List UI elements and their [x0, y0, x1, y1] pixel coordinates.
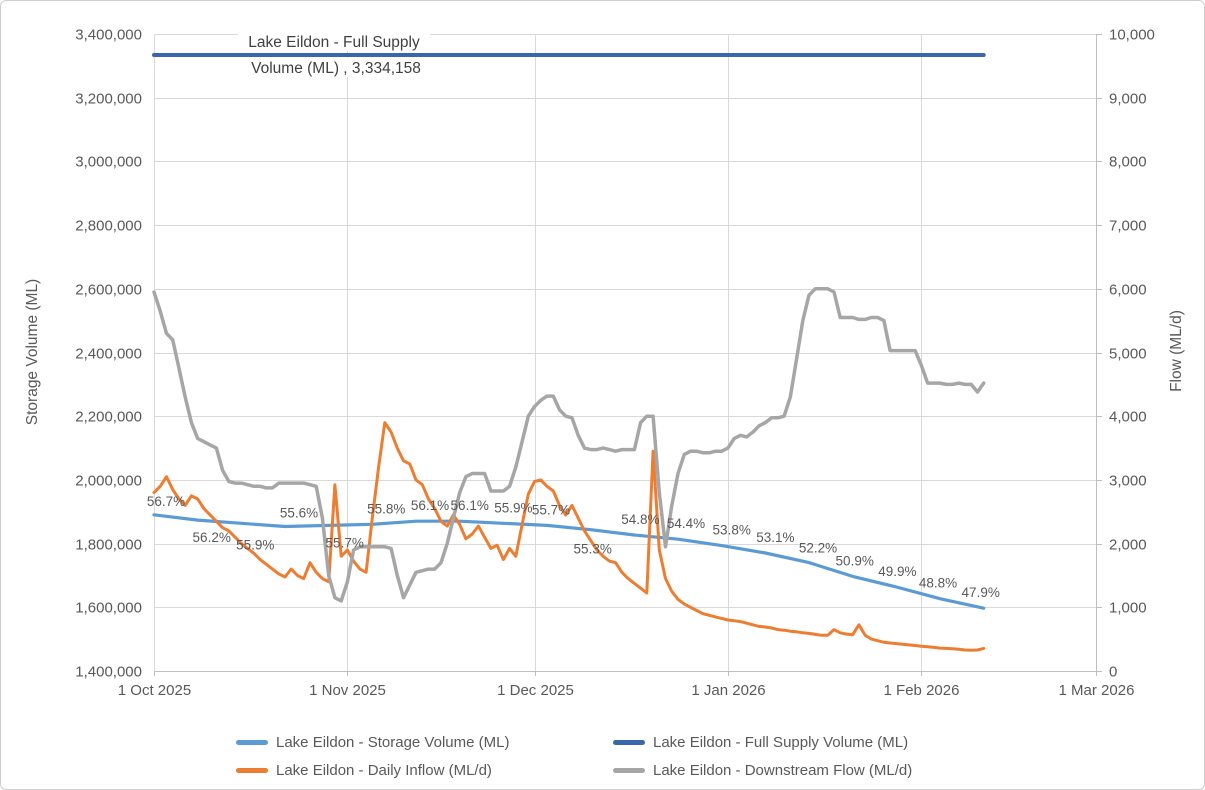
legend-label: Lake Eildon - Downstream Flow (ML/d): [653, 761, 913, 779]
right-axis-tick-label: 5,000: [1109, 346, 1147, 363]
left-axis-tick-label: 2,400,000: [75, 346, 142, 363]
storage-percent-label: 56.7%: [147, 494, 185, 509]
gridlines: [154, 34, 1102, 676]
right-axis-tick-label: 7,000: [1109, 218, 1147, 235]
storage-percent-label: 54.8%: [621, 512, 659, 527]
storage-percent-label: 55.9%: [236, 537, 274, 552]
storage-percent-label: 55.9%: [494, 500, 532, 515]
storage-percent-label: 52.2%: [799, 541, 837, 556]
storage-percent-label: 48.8%: [919, 576, 957, 591]
left-axis-tick-label: 1,800,000: [75, 537, 142, 554]
full-supply-annotation-line1: Lake Eildon - Full Supply: [248, 34, 420, 51]
right-axis-tick-label: 8,000: [1109, 154, 1147, 171]
x-axis-tick-label: 1 Dec 2025: [497, 682, 574, 699]
left-axis-tick-label: 1,400,000: [75, 664, 142, 681]
storage-percent-label: 55.8%: [367, 501, 405, 516]
x-axis-tick-label: 1 Jan 2026: [691, 682, 765, 699]
right-axis-tick-label: 10,000: [1109, 27, 1155, 44]
x-axis-tick-label: 1 Oct 2025: [118, 682, 191, 699]
left-axis-title: Storage Volume (ML): [24, 279, 41, 425]
x-axis-tick-label: 1 Mar 2026: [1059, 682, 1135, 699]
x-axis-tick-label: 1 Nov 2025: [309, 682, 386, 699]
right-axis-tick-label: 9,000: [1109, 91, 1147, 108]
full-supply-annotation-line2: Volume (ML) , 3,334,158: [251, 60, 421, 77]
storage-percent-label: 56.1%: [411, 498, 449, 513]
right-axis-tick-label: 6,000: [1109, 282, 1147, 299]
legend-item-storage-volume: Lake Eildon - Storage Volume (ML): [236, 733, 509, 751]
left-axis-tick-label: 2,800,000: [75, 218, 142, 235]
right-axis-tick-label: 4,000: [1109, 409, 1147, 426]
left-axis-tick-label: 2,000,000: [75, 473, 142, 490]
left-axis-tick-label: 3,400,000: [75, 27, 142, 44]
storage-percent-label: 50.9%: [836, 553, 874, 568]
storage-percent-label: 54.4%: [667, 516, 705, 531]
storage-percent-label: 56.2%: [193, 530, 231, 545]
storage-percent-label: 49.9%: [878, 564, 916, 579]
daily-inflow-legend-marker: [236, 767, 268, 773]
legend-item-full-supply-volume: Lake Eildon - Full Supply Volume (ML): [613, 733, 908, 751]
x-axis-tick-label: 1 Feb 2026: [884, 682, 960, 699]
right-axis-tick-label: 1,000: [1109, 600, 1147, 617]
left-axis-tick-label: 1,600,000: [75, 600, 142, 617]
right-axis-tick-label: 3,000: [1109, 473, 1147, 490]
storage-percent-label: 56.1%: [451, 498, 489, 513]
plot-area: 1,400,000 0 1,600,000 1,000 1,800,000 2,000 2,…: [24, 27, 1185, 700]
legend-item-daily-inflow: Lake Eildon - Daily Inflow (ML/d): [236, 761, 492, 779]
storage-percent-label: 55.3%: [574, 542, 612, 557]
right-axis-title: Flow (ML/d): [1168, 310, 1185, 392]
left-axis-tick-label: 2,200,000: [75, 409, 142, 426]
left-axis-tick-label: 3,000,000: [75, 154, 142, 171]
data-labels: 56.7% 56.2% 55.9% 55.6% 55.7% 55.8% 56.1% 56.1%…: [147, 494, 1000, 600]
annotation-background-top: [238, 32, 430, 51]
legend-label: Lake Eildon - Full Supply Volume (ML): [653, 733, 909, 751]
storage-percent-label: 55.7%: [326, 535, 364, 550]
left-axis-tick-label: 3,200,000: [75, 91, 142, 108]
left-axis-tick-label: 2,600,000: [75, 282, 142, 299]
daily-inflow-line: [152, 421, 986, 652]
storage-percent-label: 53.1%: [756, 530, 794, 545]
downstream-flow-legend-marker: [613, 767, 645, 773]
right-axis-tick-label: 0: [1109, 664, 1117, 681]
storage-volume-legend-marker: [236, 739, 268, 745]
storage-percent-label: 53.8%: [713, 523, 751, 538]
full-supply-legend-marker: [613, 739, 645, 745]
legend-item-downstream-flow: Lake Eildon - Downstream Flow (ML/d): [613, 761, 912, 779]
storage-percent-label: 55.6%: [280, 506, 318, 521]
axis-ticks: 1,400,000 0 1,600,000 1,000 1,800,000 2,000 2,…: [75, 27, 1155, 700]
annotation-background-bottom: [236, 58, 436, 77]
legend-label: Lake Eildon - Daily Inflow (ML/d): [276, 761, 492, 779]
right-axis-tick-label: 2,000: [1109, 537, 1147, 554]
storage-percent-label: 55.7%: [532, 502, 570, 517]
downstream-flow-line: [152, 287, 986, 603]
storage-volume-line: [152, 513, 986, 610]
series-lines: [152, 53, 986, 652]
storage-percent-label: 47.9%: [962, 585, 1000, 600]
legend-label: Lake Eildon - Storage Volume (ML): [276, 733, 510, 751]
